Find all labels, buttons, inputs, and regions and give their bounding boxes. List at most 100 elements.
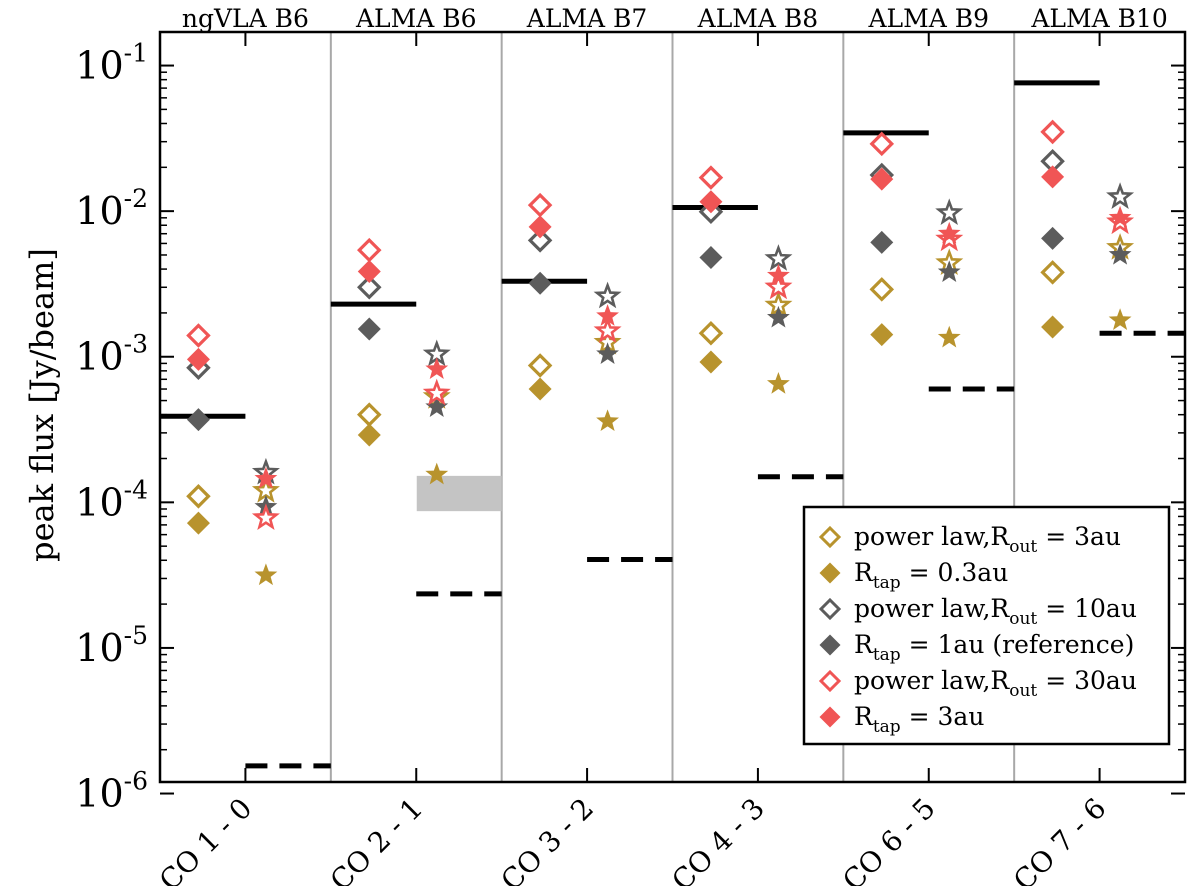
- legend-diamond-filled-icon: [819, 562, 841, 584]
- star-filled-point: [937, 221, 961, 244]
- y-tick-exponent: -6: [124, 767, 148, 796]
- x-tick-label: CO 1 - 0: [153, 792, 258, 886]
- legend-text-pre: power law,R: [854, 594, 1010, 623]
- band-label: ALMA B7: [526, 4, 648, 33]
- x-tick-label: CO 7 - 6: [1007, 792, 1112, 886]
- legend-diamond-filled-icon: [819, 634, 841, 656]
- diamond-filled-point: [186, 511, 210, 535]
- diamond-filled-point: [1041, 226, 1065, 250]
- y-tick-label: 10-5: [75, 621, 148, 670]
- y-tick-label: 10-6: [75, 767, 148, 816]
- gray-sensitivity-band: [416, 475, 502, 512]
- legend-box: [802, 505, 1171, 746]
- diamond-filled-point: [528, 215, 552, 239]
- star-filled-point: [596, 342, 619, 364]
- star-open-point: [593, 281, 622, 309]
- legend-text-pre: R: [854, 630, 874, 659]
- star-open-point: [422, 378, 451, 406]
- diamond-filled-point: [357, 260, 381, 284]
- legend-text-post: = 30au: [1037, 666, 1137, 695]
- diamond-filled-point: [699, 190, 723, 214]
- y-tick-label: 10-2: [75, 184, 148, 233]
- y-tick-exponent: -3: [124, 330, 148, 359]
- x-tick-label: CO 4 - 3: [665, 792, 770, 886]
- y-tick-base: 10: [75, 335, 123, 379]
- legend-diamond-open-icon: [818, 669, 842, 693]
- diamond-filled-point: [1041, 315, 1065, 339]
- diamond-filled-point: [699, 246, 723, 270]
- y-tick-base: 10: [75, 626, 123, 670]
- legend-text-pre: R: [854, 702, 874, 731]
- legend-entry: power law,Rout = 10au: [854, 594, 1137, 629]
- legend-text-sub: tap: [873, 645, 901, 665]
- x-tick-label: CO 3 - 2: [495, 792, 600, 886]
- star-filled-point: [425, 395, 449, 417]
- legend-text-post: = 10au: [1037, 594, 1137, 623]
- star-filled-point: [767, 371, 790, 394]
- star-filled-point: [254, 466, 278, 489]
- star-open-point: [1106, 182, 1135, 209]
- y-tick-base: 10: [75, 480, 123, 524]
- diamond-filled-point: [870, 323, 894, 347]
- y-tick-label: 10-1: [75, 39, 148, 88]
- legend-entry: Rtap = 0.3au: [854, 558, 1008, 593]
- diamond-filled-point: [357, 317, 381, 341]
- diamond-open-point: [186, 323, 211, 348]
- band-label: ngVLA B6: [182, 4, 309, 33]
- y-tick-exponent: -1: [124, 39, 148, 68]
- star-filled-point: [767, 263, 790, 286]
- star-filled-point: [1108, 242, 1132, 265]
- legend-text-pre: power law,R: [854, 666, 1010, 695]
- diamond-open-point: [698, 320, 724, 346]
- diamond-open-point: [869, 277, 895, 302]
- y-tick-label: 10-4: [75, 475, 148, 524]
- star-open-point: [593, 316, 622, 344]
- diamond-open-point: [1040, 260, 1065, 285]
- diamond-open-point: [698, 165, 724, 190]
- diamond-filled-point: [699, 350, 723, 374]
- star-filled-point: [596, 409, 619, 432]
- diamond-filled-point: [1041, 165, 1065, 189]
- x-tick-label: CO 6 - 5: [836, 792, 941, 886]
- star-open-point: [764, 272, 793, 300]
- legend-text-post: = 3au: [901, 702, 985, 731]
- legend-entry: Rtap = 3au: [854, 702, 984, 737]
- diamond-filled-point: [870, 230, 894, 254]
- data-marks: [160, 80, 1185, 769]
- star-filled-point: [937, 260, 961, 283]
- diamond-filled-point: [357, 423, 381, 447]
- diamond-filled-point: [186, 347, 210, 371]
- y-axis-label: peak flux [Jy/beam]: [23, 248, 61, 562]
- diamond-filled-point: [528, 271, 552, 295]
- star-filled-point: [425, 462, 449, 485]
- diamond-filled-point: [186, 408, 210, 432]
- y-tick-exponent: -2: [124, 184, 148, 213]
- y-tick-base: 10: [75, 772, 123, 816]
- legend-entry: power law,Rout = 3au: [854, 522, 1121, 557]
- star-filled-point: [767, 305, 790, 328]
- legend-text-sub: tap: [873, 717, 901, 737]
- y-tick-label: 10-3: [75, 330, 148, 379]
- diamond-open-point: [527, 353, 553, 378]
- legend-text-pre: R: [854, 558, 874, 587]
- y-tick-base: 10: [75, 189, 123, 233]
- diamond-open-point: [357, 402, 382, 427]
- star-filled-point: [254, 563, 278, 586]
- legend-text-sub: out: [1009, 537, 1037, 557]
- star-open-point: [251, 503, 280, 530]
- legend-entry: power law,Rout = 30au: [854, 666, 1137, 701]
- diamond-open-point: [357, 275, 382, 300]
- legend-text-post: = 3au: [1037, 522, 1121, 551]
- diamond-open-point: [186, 484, 211, 509]
- diamond-filled-point: [528, 377, 552, 401]
- band-label: ALMA B10: [1030, 4, 1167, 33]
- star-filled-point: [937, 325, 961, 348]
- diamond-filled-point: [870, 167, 894, 191]
- band-label: ALMA B6: [355, 4, 477, 33]
- plot-frame: [158, 30, 1187, 784]
- y-tick-base: 10: [75, 44, 123, 88]
- star-filled-point: [425, 357, 449, 379]
- legend-text-sub: out: [1009, 681, 1037, 701]
